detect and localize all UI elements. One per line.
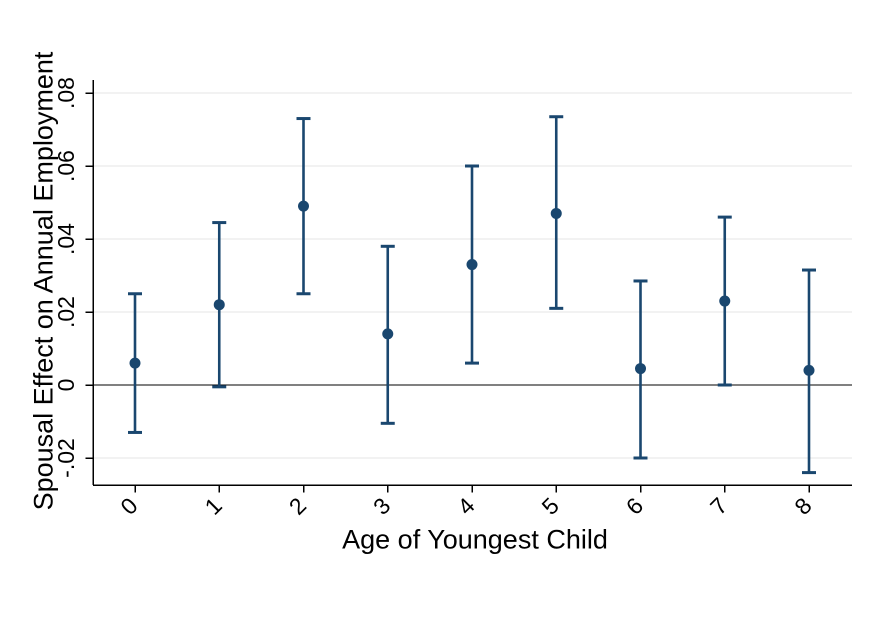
point-estimate-marker	[298, 200, 309, 212]
point-estimate-marker	[635, 363, 646, 375]
x-axis-title: Age of Youngest Child	[342, 524, 608, 555]
x-tick-label: 7	[705, 492, 732, 519]
point-estimate-marker	[719, 295, 731, 307]
point-estimate-marker	[803, 364, 815, 376]
x-tick-label: 0	[115, 492, 142, 519]
x-tick-label: 8	[789, 492, 816, 519]
x-tick-label: 5	[537, 492, 564, 519]
y-tick-label: .06	[53, 150, 79, 182]
y-tick-label: .02	[53, 296, 79, 328]
point-estimate-marker	[466, 259, 478, 271]
x-tick-label: 2	[284, 492, 311, 519]
y-axis-title: Spousal Effect on Annual Employment	[28, 51, 59, 511]
y-tick-label: -.02	[53, 438, 79, 478]
point-estimate-marker	[550, 207, 562, 219]
point-estimate-marker	[213, 299, 225, 311]
point-estimate-marker	[129, 357, 141, 369]
x-tick-label: 6	[621, 492, 648, 519]
x-tick-label: 3	[368, 492, 395, 519]
x-tick-label: 1	[200, 492, 227, 519]
x-tick-label: 4	[452, 492, 480, 520]
y-tick-label: 0	[53, 379, 79, 392]
y-tick-label: .08	[53, 77, 79, 109]
point-estimate-marker	[382, 328, 394, 340]
y-tick-label: .04	[53, 223, 79, 255]
